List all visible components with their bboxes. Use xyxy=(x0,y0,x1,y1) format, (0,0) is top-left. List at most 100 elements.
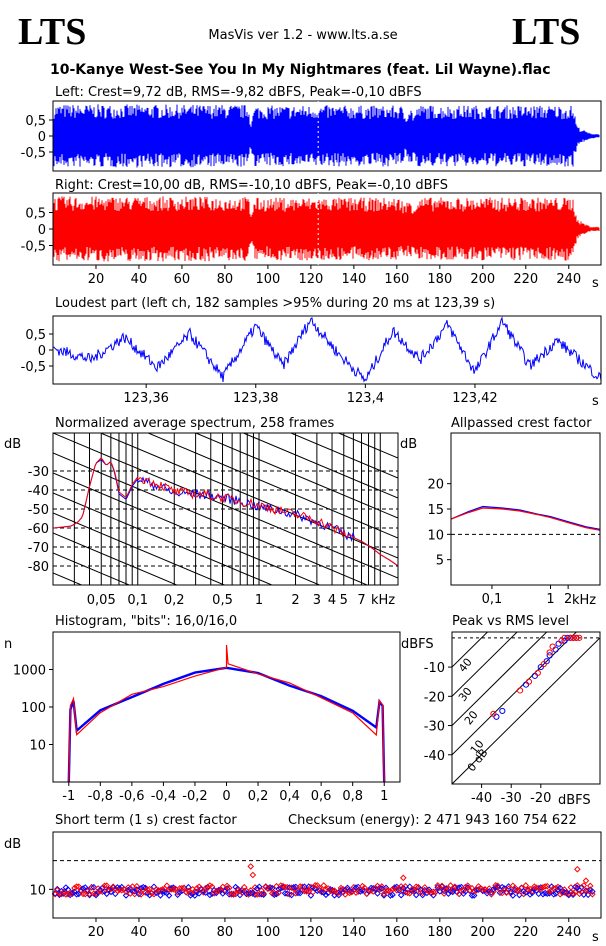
short-term-point-left xyxy=(84,886,91,894)
short-term-point-right xyxy=(473,887,480,894)
histogram-line-left xyxy=(67,666,386,783)
spectrum-diag xyxy=(146,433,398,539)
short-term-point-right xyxy=(122,888,130,896)
spectrum-ytick-5: -80 xyxy=(28,560,49,575)
short-term-point-right xyxy=(146,885,154,893)
histogram-ytick-0-label: 1000 xyxy=(13,664,46,679)
histogram-xtick-4-label: -0,2 xyxy=(182,789,207,804)
peak-rms-point xyxy=(499,707,506,715)
right-waveform-xtick-6-label: 140 xyxy=(341,272,366,287)
histogram-line-right xyxy=(68,644,385,783)
short-term-point-right xyxy=(79,890,87,898)
short-term-point-right xyxy=(221,886,229,894)
peak-rms-ytick-2-label: -30 xyxy=(424,720,445,735)
short-term-point-right xyxy=(260,890,267,897)
short-term-point-left xyxy=(322,891,330,899)
histogram-xtick-3-label: -0,4 xyxy=(151,789,176,804)
spectrum-xtick-4: 1 xyxy=(255,593,263,608)
short-term-point-right xyxy=(378,883,386,890)
short-term-point-left xyxy=(73,891,80,898)
histogram-xtick-5-label: 0 xyxy=(222,789,230,804)
peak-rms-point xyxy=(573,634,580,641)
peak-rms-point xyxy=(516,687,524,694)
short-term-point-right xyxy=(281,883,289,891)
short-term-point-right xyxy=(311,882,319,889)
peak-rms-ytick-1-label: -20 xyxy=(424,690,445,705)
peak-rms-point xyxy=(540,661,547,668)
loudest-part-title: Loudest part (left ch, 182 samples >95% … xyxy=(55,296,495,311)
short-term-point-right xyxy=(479,886,487,894)
peak-rms-title: Peak vs RMS level xyxy=(452,614,569,629)
plots-layer: 0,50-0,50,50-0,520 40 60 80 100 120 140 160 180 2… xyxy=(13,100,602,940)
short-term-point-right xyxy=(574,882,581,889)
short-term-xtick-7-label: 160 xyxy=(384,925,409,940)
short-term-xtick-0-label: 20 xyxy=(88,925,105,940)
peak-rms-diag-label-1: 30 xyxy=(456,685,475,704)
short-term-ytick-0-label: 10 xyxy=(29,883,46,898)
short-term-point-right xyxy=(127,890,134,897)
short-term-point-right xyxy=(193,884,201,892)
peak-rms-xtick-2-label: -20 xyxy=(530,791,551,806)
short-term-point-right xyxy=(520,890,527,898)
histogram-ytick-1-label: 100 xyxy=(21,701,46,716)
crest-line-left xyxy=(450,505,601,530)
short-term-xtick-11-label: 240 xyxy=(556,925,581,940)
short-term-point-left xyxy=(281,889,289,897)
short-term-point-left xyxy=(202,889,209,896)
short-term-crest-title: Short term (1 s) crest factor xyxy=(55,813,237,828)
short-term-point-right xyxy=(320,882,328,889)
short-term-point-left xyxy=(255,883,263,891)
peak-rms-point xyxy=(534,669,541,677)
crest-xtick-1-label: 1 xyxy=(546,592,554,607)
spectrum-diag xyxy=(53,633,398,778)
peak-rms-ytick-3-label: -40 xyxy=(424,749,445,764)
peak-rms-point xyxy=(564,634,571,641)
spectrum-x-unit: kHz xyxy=(371,593,395,608)
loudest-ytick-0-label: 0,5 xyxy=(25,328,46,343)
short-term-outlier xyxy=(399,874,407,882)
spectrum-ytick-0: -30 xyxy=(28,465,49,480)
spectrum-diag xyxy=(99,433,398,559)
short-term-xtick-3-label: 80 xyxy=(217,925,234,940)
short-term-point-left xyxy=(554,886,562,893)
peak-rms-diagonal xyxy=(452,632,578,756)
short-term-point-right xyxy=(513,887,521,895)
loudest-xtick-3-label: 123,42 xyxy=(452,391,498,406)
right-waveform-xtick-1-label: 40 xyxy=(131,272,148,287)
peak-rms-point xyxy=(549,643,556,650)
short-term-point-left xyxy=(185,883,192,891)
histogram-y-label: n xyxy=(4,637,12,652)
short-term-point-right xyxy=(440,890,448,897)
spectrum-diag xyxy=(194,433,398,519)
peak-rms-diagonal xyxy=(452,632,548,727)
short-term-point-left xyxy=(329,886,336,894)
peak-rms-diagonal xyxy=(452,637,600,784)
peak-rms-point xyxy=(561,634,568,641)
histogram-xtick-1-label: -0,8 xyxy=(88,789,113,804)
peak-rms-point xyxy=(546,649,553,656)
spectrum-grid xyxy=(53,433,398,778)
peak-rms-y-label: dBFS xyxy=(401,637,434,652)
histogram-xtick-10-label: 1 xyxy=(380,789,388,804)
short-term-point-left xyxy=(445,890,452,897)
crest-xtick-0-label: 0,1 xyxy=(482,592,503,607)
peak-rms-point xyxy=(522,681,530,688)
short-term-point-right xyxy=(232,890,239,898)
short-term-xtick-5-label: 120 xyxy=(298,925,323,940)
short-term-outlier xyxy=(574,865,581,873)
right-channel-title: Right: Crest=10,00 dB, RMS=-10,10 dBFS, … xyxy=(55,178,448,193)
spectrum-line-right xyxy=(53,457,398,567)
short-term-point-right xyxy=(99,888,106,896)
spectrum-diag xyxy=(289,433,398,479)
short-term-point-right xyxy=(178,884,186,892)
right-waveform-xtick-9-label: 200 xyxy=(470,272,495,287)
short-term-point-left xyxy=(496,889,504,897)
short-term-point-right xyxy=(103,882,111,889)
short-term-point-left xyxy=(397,891,405,899)
short-term-point-left xyxy=(550,891,558,898)
peak-rms-point xyxy=(525,678,533,685)
crest-x-unit: kHz xyxy=(572,593,596,608)
histogram-xtick-8-label: 0,6 xyxy=(311,789,332,804)
crest-frame xyxy=(450,432,601,586)
short-term-point-right xyxy=(275,889,282,897)
